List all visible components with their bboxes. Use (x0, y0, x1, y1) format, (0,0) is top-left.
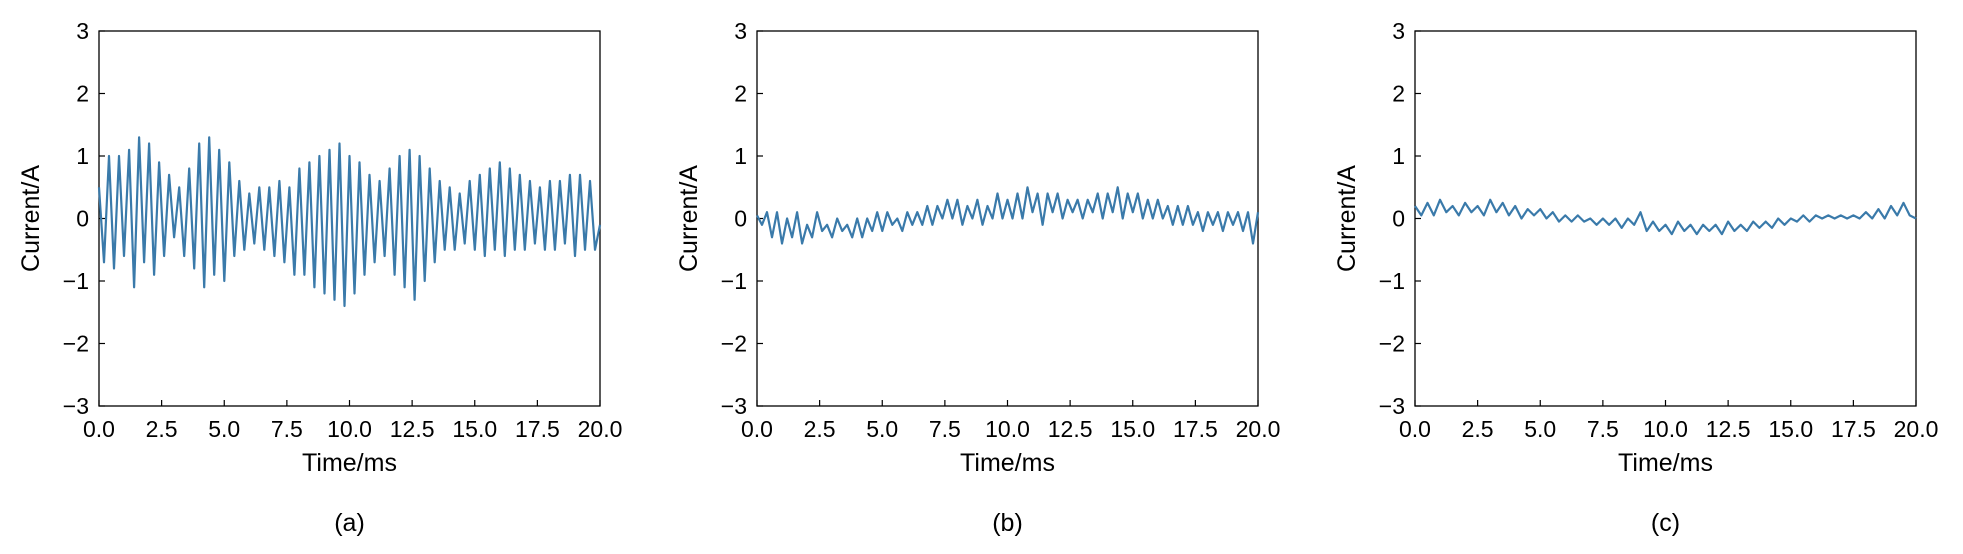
panel-a-xtick-label: 12.5 (390, 416, 435, 442)
panel-b-xtick-label: 7.5 (929, 416, 961, 442)
panel-b-xtick-label: 12.5 (1048, 416, 1093, 442)
panel-b-xtick-label: 0.0 (741, 416, 773, 442)
panel-c-ytick-label: 0 (1392, 206, 1405, 232)
panel-c-ytick-label: −3 (1379, 393, 1405, 419)
panel-b-xtick-label: 10.0 (985, 416, 1030, 442)
panel-a-ytick-label: 2 (76, 81, 89, 107)
panel-a-xtick-label: 2.5 (146, 416, 178, 442)
panel-a-xtick-label: 15.0 (452, 416, 497, 442)
panel-c-caption: (c) (1651, 509, 1680, 537)
panel-b-ytick-label: 2 (734, 81, 747, 107)
panel-c-series-line (1414, 198, 1917, 236)
panel-b-ytick-label: 3 (734, 18, 747, 44)
panel-b-caption: (b) (992, 509, 1023, 537)
panel-a-ytick-label: −1 (63, 268, 89, 294)
panel-b-ytick-label: 0 (734, 206, 747, 232)
panel-a-ytick-label: 0 (76, 206, 89, 232)
panel-a-xtick-label: 17.5 (515, 416, 560, 442)
panel-c-yaxis-label: Current/A (1333, 165, 1361, 272)
panel-b-plot-frame (756, 30, 1259, 407)
panel-c-ytick-label: −1 (1379, 268, 1405, 294)
panel-c-xtick-label: 2.5 (1462, 416, 1494, 442)
panel-c-xtick-label: 17.5 (1831, 416, 1876, 442)
panel-c-xtick-label: 7.5 (1587, 416, 1619, 442)
panel-b-xtick-label: 5.0 (866, 416, 898, 442)
panel-a-ytick-label: −3 (63, 393, 89, 419)
panel-c-xtick-label: 15.0 (1768, 416, 1813, 442)
panel-c-xtick-label: 20.0 (1894, 416, 1939, 442)
panel-b-yaxis-label: Current/A (675, 165, 703, 272)
panel-a-xaxis-label: Time/ms (302, 449, 397, 477)
panel-c-ytick-label: −2 (1379, 331, 1405, 357)
panel-c-xtick-label: 5.0 (1524, 416, 1556, 442)
panel-c-plot-frame (1414, 30, 1917, 407)
panel-a-ytick-label: 3 (76, 18, 89, 44)
panel-b-ytick-label: −2 (721, 331, 747, 357)
panel-c-xtick-label: 0.0 (1399, 416, 1431, 442)
panel-a-yaxis-label: Current/A (17, 165, 45, 272)
panel-b-series-line (756, 186, 1260, 245)
panel-a-ytick-label: −2 (63, 331, 89, 357)
panel-a-xtick-label: 7.5 (271, 416, 303, 442)
panel-c-xtick-label: 10.0 (1643, 416, 1688, 442)
panel-c-xaxis-label: Time/ms (1618, 449, 1713, 477)
panel-c-ytick-label: 1 (1392, 143, 1405, 169)
panel-b-ytick-label: −1 (721, 268, 747, 294)
panel-a-xtick-label: 5.0 (208, 416, 240, 442)
panel-a-series-line (97, 136, 602, 308)
panel-a-xtick-label: 20.0 (578, 416, 623, 442)
panel-b-group: −3 −2 −1 0 1 2 3 0.0 2.5 5.0 7.5 10.0 12.5 15.0 17.5 20… (675, 18, 1280, 537)
panel-b-xtick-label: 15.0 (1110, 416, 1155, 442)
panel-a-group: −3 −2 −1 0 1 2 3 0.0 2.5 5.0 7.5 10.0 12.5 15.0 17.5 20… (17, 18, 622, 537)
panel-a-plot-frame (98, 30, 601, 407)
panel-a-xtick-label: 10.0 (327, 416, 372, 442)
panel-b-xtick-label: 2.5 (804, 416, 836, 442)
panel-c-group: −3 −2 −1 0 1 2 3 0.0 2.5 5.0 7.5 10.0 12.5 15.0 17.5 20… (1333, 18, 1938, 537)
panel-b-xtick-label: 17.5 (1173, 416, 1218, 442)
panel-b-xtick-label: 20.0 (1236, 416, 1281, 442)
panel-a-caption: (a) (334, 509, 365, 537)
panel-b-xaxis-label: Time/ms (960, 449, 1055, 477)
panel-a-xtick-label: 0.0 (83, 416, 115, 442)
panel-b-ytick-label: 1 (734, 143, 747, 169)
panel-c-xtick-label: 12.5 (1706, 416, 1751, 442)
panel-a-ytick-label: 1 (76, 143, 89, 169)
panel-b-ytick-label: −3 (721, 393, 747, 419)
panel-c-ytick-label: 2 (1392, 81, 1405, 107)
panel-c-ytick-label: 3 (1392, 18, 1405, 44)
